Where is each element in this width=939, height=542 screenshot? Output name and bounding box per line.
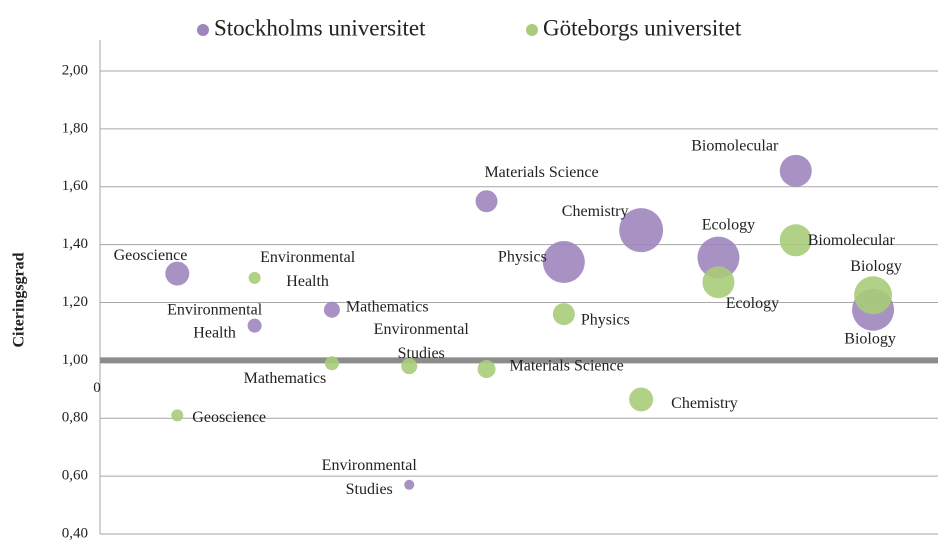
data-label: Biomolecular [808,232,896,249]
data-label: Mathematics [346,298,429,315]
data-label: Physics [498,249,547,266]
data-label: Ecology [726,295,779,312]
y-tick-label: 1,00 [62,352,88,368]
bubble [779,154,812,187]
bubble [248,271,261,284]
y-tick-label: 0,40 [62,525,88,541]
bubble [619,208,664,253]
data-label-line: Environmental [167,301,263,318]
data-label: Biology [850,258,902,275]
data-label-line: Studies [346,480,393,497]
data-label-line: Environmental [322,456,418,473]
bubble [542,240,585,283]
data-label: Geoscience [192,409,266,426]
data-label: Chemistry [671,395,738,412]
y-tick-label: 1,80 [62,120,88,136]
legend-label: Göteborgs universitet [543,15,742,40]
data-label: Chemistry [562,203,629,220]
legend-label: Stockholms universitet [214,15,426,40]
bubble [779,224,812,257]
y-tick-label: 1,20 [62,294,88,310]
bubble [552,303,575,326]
bubble [404,479,415,490]
bubble [171,409,184,422]
data-label: Ecology [702,216,755,233]
data-label: Biology [844,330,896,347]
data-label: Materials Science [484,164,598,181]
data-label-line: Health [193,324,236,341]
x-tick-label: 0 [93,380,101,396]
y-tick-label: 0,60 [62,468,88,484]
bubble [702,266,735,299]
y-axis-title: Citeringsgrad [11,252,28,347]
bubble [475,190,498,213]
y-tick-label: 1,40 [62,236,88,252]
bubble [854,276,893,315]
y-tick-label: 2,00 [62,62,88,78]
data-label: Mathematics [244,370,327,387]
y-tick-label: 1,60 [62,178,88,194]
data-label-line: Environmental [374,321,470,338]
data-label: Geoscience [114,247,188,264]
data-label: Environmental Studies [322,456,418,497]
bubble [324,356,339,371]
data-label-line: Environmental [260,249,356,266]
bubble [629,387,654,412]
data-label: Physics [581,312,630,329]
bubble [697,236,740,279]
data-label-line: Health [286,273,329,290]
data-label: Materials Science [510,358,624,375]
legend-swatch [526,24,538,36]
bubble [247,318,262,333]
y-tick-label: 0,80 [62,410,88,426]
bubble [477,360,496,379]
data-label: Environmental Health [167,301,263,341]
data-label: Environmental Health [260,249,356,290]
data-label-line: Studies [398,345,445,362]
data-label: Biomolecular [691,138,779,155]
bubble [165,261,190,286]
data-label: Environmental Studies [374,321,470,362]
bubble [323,301,340,318]
bubble [401,358,418,375]
legend-swatch [197,24,209,36]
